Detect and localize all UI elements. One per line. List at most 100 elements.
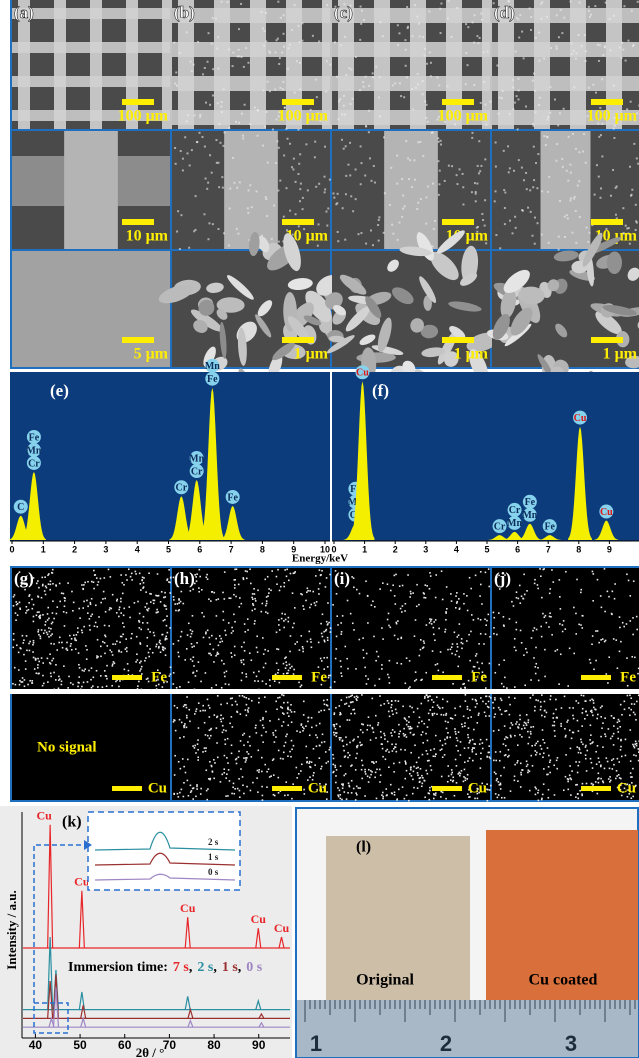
signal-dot (567, 778, 569, 780)
speck (554, 99, 556, 101)
signal-dot (540, 701, 542, 703)
speck (517, 128, 519, 130)
signal-dot (183, 736, 185, 738)
wire-horizontal (172, 76, 330, 91)
signal-dot (519, 715, 521, 717)
signal-dot (346, 658, 348, 660)
signal-dot (594, 708, 596, 710)
signal-dot (302, 726, 304, 728)
signal-dot (142, 577, 144, 579)
signal-dot (503, 686, 505, 688)
signal-dot (202, 751, 204, 753)
speck (257, 109, 259, 111)
signal-dot (329, 747, 331, 749)
signal-dot (408, 800, 410, 802)
signal-dot (444, 739, 446, 741)
signal-dot (223, 619, 225, 621)
speck (411, 186, 413, 188)
signal-dot (514, 775, 516, 777)
signal-dot (496, 634, 498, 636)
signal-dot (629, 729, 631, 731)
signal-dot (376, 769, 378, 771)
speck (390, 167, 392, 169)
signal-dot (231, 632, 233, 634)
speck (483, 81, 485, 83)
signal-dot (456, 745, 458, 747)
signal-dot (280, 706, 282, 708)
signal-dot (631, 703, 633, 705)
signal-dot (617, 758, 619, 760)
signal-dot (218, 645, 220, 647)
signal-dot (512, 724, 514, 726)
speck (177, 210, 179, 212)
signal-dot (424, 696, 426, 698)
signal-dot (580, 589, 582, 591)
speck (299, 88, 301, 90)
signal-dot (355, 668, 357, 670)
signal-dot (322, 636, 324, 638)
signal-dot (327, 602, 329, 604)
signal-dot (109, 649, 111, 651)
signal-dot (571, 738, 573, 740)
signal-dot (205, 631, 207, 633)
signal-dot (619, 777, 621, 779)
signal-dot (418, 604, 420, 606)
speck (202, 73, 204, 75)
signal-dot (523, 574, 525, 576)
signal-dot (225, 777, 227, 779)
peak-label: Cu (274, 921, 290, 935)
signal-dot (307, 721, 309, 723)
signal-dot (170, 666, 172, 668)
signal-dot (294, 607, 296, 609)
signal-dot (518, 724, 520, 726)
signal-dot (494, 699, 496, 701)
speck (291, 166, 293, 168)
speck (600, 134, 602, 136)
signal-dot (496, 778, 498, 780)
scale-bar (442, 337, 474, 343)
speck (408, 178, 410, 180)
speck (546, 16, 548, 18)
signal-dot (257, 770, 259, 772)
speck (534, 243, 536, 245)
signal-dot (246, 715, 248, 717)
scale-bar (272, 786, 302, 791)
speck (289, 44, 291, 46)
signal-dot (585, 758, 587, 760)
signal-dot (543, 752, 545, 754)
signal-dot (437, 705, 439, 707)
signal-dot (226, 703, 228, 705)
signal-dot (393, 763, 395, 765)
signal-dot (222, 592, 224, 594)
signal-dot (31, 680, 33, 682)
signal-dot (501, 683, 503, 685)
speck (179, 248, 181, 250)
signal-dot (228, 684, 230, 686)
signal-dot (279, 682, 281, 684)
signal-dot (291, 798, 293, 800)
signal-dot (27, 684, 29, 686)
signal-dot (633, 580, 635, 582)
signal-dot (539, 753, 541, 755)
panel-label: (f) (372, 381, 389, 400)
signal-dot (126, 647, 128, 649)
signal-dot (278, 624, 280, 626)
signal-dot (318, 711, 320, 713)
signal-dot (628, 580, 630, 582)
signal-dot (286, 569, 288, 571)
signal-dot (247, 711, 249, 713)
panel-label: (l) (356, 839, 371, 856)
panel-label: (j) (494, 569, 511, 588)
signal-dot (320, 658, 322, 660)
speck (345, 145, 347, 147)
signal-dot (585, 746, 587, 748)
signal-dot (439, 740, 441, 742)
signal-dot (598, 772, 600, 774)
signal-dot (480, 767, 482, 769)
speck (612, 169, 614, 171)
signal-dot (43, 683, 45, 685)
signal-dot (221, 774, 223, 776)
signal-dot (289, 664, 291, 666)
speck (324, 176, 326, 178)
speck (534, 90, 536, 92)
